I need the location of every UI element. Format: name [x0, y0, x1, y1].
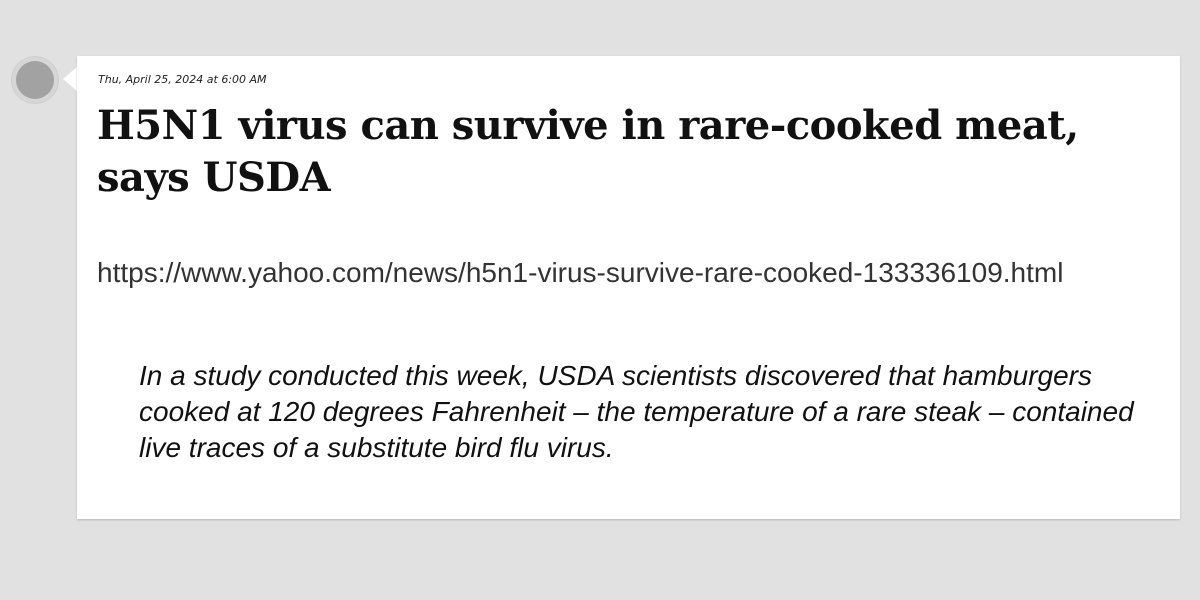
avatar[interactable] — [12, 57, 58, 103]
speech-pointer — [63, 66, 78, 92]
article-quote: In a study conducted this week, USDA sci… — [139, 360, 1134, 463]
post-headline: H5N1 virus can survive in rare-cooked me… — [97, 102, 1079, 201]
post-card: Thu, April 25, 2024 at 6:00 AM H5N1 viru… — [77, 56, 1180, 519]
post-timestamp: Thu, April 25, 2024 at 6:00 AM — [98, 73, 267, 86]
article-link[interactable]: https://www.yahoo.com/news/h5n1-virus-su… — [97, 257, 1064, 288]
avatar-placeholder-icon — [16, 61, 54, 99]
